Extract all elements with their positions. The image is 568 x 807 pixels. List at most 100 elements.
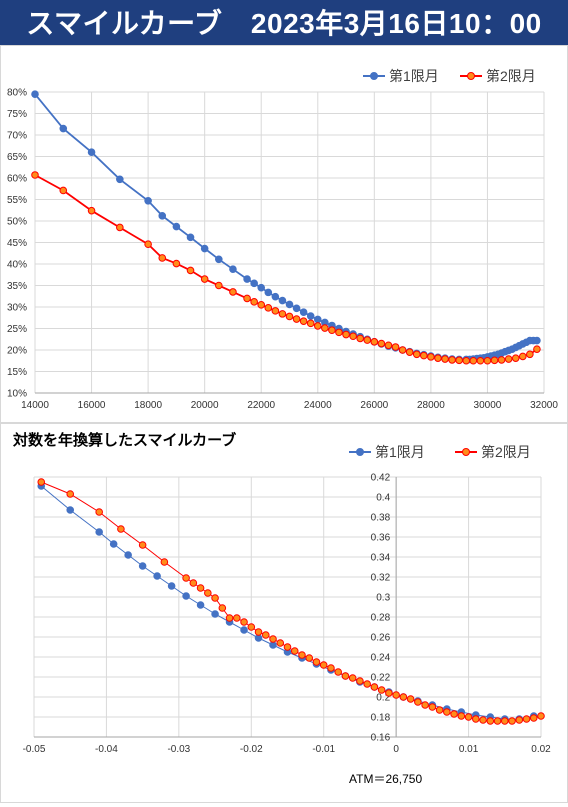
x-tick-label: 26000 — [360, 400, 388, 411]
data-point — [412, 350, 421, 359]
data-point — [95, 508, 103, 516]
y-tick-labels: 10% 15% 20% 25% 30% 35% 40% 45% 50% 55% 60% 65% 70% 7… — [7, 88, 27, 400]
data-point — [182, 592, 190, 600]
data-point — [276, 639, 285, 647]
data-point — [356, 677, 364, 685]
data-point — [233, 614, 241, 622]
gridlines — [34, 91, 545, 394]
data-point — [493, 717, 502, 725]
data-point — [292, 315, 301, 323]
data-point — [144, 196, 152, 205]
series-line — [34, 174, 538, 362]
data-point — [455, 356, 463, 365]
data-point — [434, 354, 442, 362]
data-point — [153, 572, 161, 580]
data-point — [328, 326, 336, 335]
data-point — [508, 717, 516, 725]
data-point — [414, 698, 422, 706]
chart-title: 対数を年換算したスマイルカーブ — [12, 431, 236, 449]
data-point — [225, 614, 234, 622]
series-1 — [37, 482, 538, 723]
x-tick-label: 0.02 — [531, 744, 551, 755]
y-tick-labels: 0.16 0.18 0.2 0.22 0.24 0.26 0.28 0.3 0.32 0.34 0.… — [371, 473, 391, 744]
data-point — [215, 255, 223, 264]
data-point — [261, 631, 270, 639]
data-point — [283, 643, 292, 651]
data-point — [264, 288, 273, 297]
data-point — [215, 281, 223, 290]
x-tick-labels: 14000 16000 18000 20000 22000 24000 26000 28000… — [21, 400, 558, 411]
data-point — [533, 345, 541, 353]
data-point — [200, 275, 209, 283]
data-point — [172, 259, 181, 268]
data-point — [250, 279, 258, 288]
data-point — [87, 206, 96, 215]
data-point — [327, 664, 335, 672]
y-tick-label: 50% — [7, 217, 27, 228]
legend: 第1限月 第2限月 — [363, 68, 536, 84]
series-2 — [37, 478, 545, 725]
data-point — [269, 635, 277, 643]
y-tick-label: 0.18 — [371, 713, 391, 724]
data-point — [186, 233, 195, 242]
data-point — [292, 304, 301, 313]
data-point — [264, 304, 273, 312]
data-point — [167, 582, 176, 590]
data-point — [278, 310, 287, 318]
series-line — [40, 485, 534, 720]
data-point — [313, 322, 322, 330]
y-tick-label: 0.32 — [371, 573, 391, 584]
log-smile-curve-chart: -0.05 -0.04 -0.03 -0.02 -0.01 0 0.01 0.020.160.… — [12, 431, 551, 786]
data-point — [271, 292, 280, 301]
data-point — [285, 312, 294, 321]
y-tick-label: 40% — [7, 260, 27, 271]
data-point — [257, 301, 266, 309]
y-tick-label: 0.24 — [371, 653, 391, 664]
data-point — [406, 695, 415, 703]
data-point — [483, 356, 492, 365]
y-tick-label: 0.4 — [376, 493, 390, 504]
data-point — [335, 328, 343, 337]
legend-marker — [356, 448, 364, 456]
legend-marker — [370, 72, 378, 80]
data-point — [476, 356, 485, 365]
chart-panel-smile: 14000 16000 18000 20000 22000 24000 26000 28000… — [0, 45, 568, 423]
data-point — [377, 686, 386, 694]
data-point — [522, 715, 531, 723]
y-tick-label: 30% — [7, 303, 27, 314]
series-line — [34, 93, 537, 361]
y-tick-label: 0.28 — [371, 613, 391, 624]
y-tick-label: 70% — [7, 131, 27, 142]
y-tick-label: 0.34 — [371, 553, 391, 564]
y-tick-label: 65% — [7, 152, 27, 163]
data-point — [250, 298, 258, 306]
data-point — [377, 339, 386, 348]
data-point — [448, 356, 456, 364]
data-point — [189, 579, 198, 587]
data-point — [313, 315, 322, 324]
legend: 第1限月 第2限月 — [349, 444, 531, 460]
data-point — [117, 525, 125, 533]
data-point — [306, 319, 315, 328]
series-1 — [31, 90, 541, 364]
x-tick-label: -0.03 — [167, 744, 190, 755]
data-point — [211, 594, 219, 602]
data-point — [31, 171, 39, 179]
data-point — [370, 338, 379, 346]
data-point — [504, 355, 513, 363]
x-tick-label: -0.02 — [240, 744, 263, 755]
y-tick-label: 80% — [7, 88, 27, 99]
data-point — [537, 712, 545, 720]
data-point — [138, 562, 147, 570]
legend-label: 第1限月 — [389, 68, 439, 84]
legend-label: 第2限月 — [481, 444, 531, 460]
y-tick-label: 0.22 — [371, 673, 391, 684]
data-point — [518, 352, 527, 361]
data-point — [290, 647, 299, 655]
data-point — [385, 689, 393, 697]
y-tick-label: 0.38 — [371, 513, 391, 524]
data-point — [186, 266, 195, 275]
data-point — [443, 708, 451, 716]
data-point — [356, 334, 364, 343]
